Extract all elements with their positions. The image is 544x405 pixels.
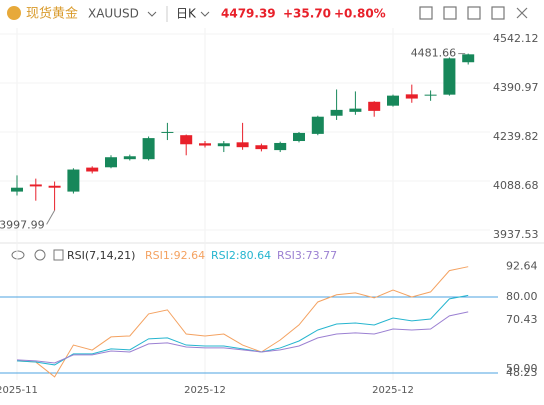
min-label: 3997.99 [0, 218, 45, 231]
candle-body [217, 143, 230, 147]
candle-body [387, 95, 399, 106]
candle-body [255, 145, 268, 150]
candle-body [424, 94, 437, 96]
price-change: +35.70 [283, 7, 331, 21]
legend-entry: RSI1:92.64 [145, 249, 205, 262]
y-tick-label: 4239.82 [493, 130, 539, 143]
candle-body [67, 169, 80, 192]
y-tick-label: 4542.12 [493, 32, 539, 45]
candle-body [462, 54, 475, 63]
candle-body [443, 58, 456, 95]
tool-icon[interactable] [491, 6, 505, 20]
candle-body [330, 109, 343, 116]
x-tick-label: 2025-12 [372, 385, 414, 396]
y-tick-label: 4390.97 [493, 81, 539, 94]
candle-body [199, 143, 211, 146]
candle-body [293, 132, 305, 142]
candle-body [349, 108, 362, 112]
candle-body [368, 101, 381, 111]
tool-icon[interactable] [443, 6, 457, 20]
candle-body [405, 94, 418, 99]
y-tick-label: 92.64 [506, 260, 538, 273]
x-tick-label: 2025-11 [0, 385, 38, 396]
candle-body [161, 131, 174, 133]
toolbar [419, 6, 528, 20]
doc-icon[interactable] [53, 249, 64, 261]
period[interactable]: 日K [176, 7, 197, 21]
candle-body [180, 135, 193, 145]
eye-icon[interactable] [11, 250, 25, 260]
rsi-line [16, 311, 469, 364]
dropdown-caret[interactable] [147, 11, 157, 17]
indicator-tools [11, 249, 64, 261]
logo-icon [7, 6, 21, 20]
y-tick-label: 50.00 [506, 362, 538, 375]
candle-body [86, 167, 99, 172]
indicator-title: RSI(7,14,21) [67, 249, 135, 262]
candle-body [142, 138, 155, 160]
x-tick-label: 2025-12 [184, 385, 226, 396]
y-tick-label: 48.23 [506, 366, 538, 379]
y-tick-label: 4088.68 [493, 179, 539, 192]
rsi-line [16, 294, 469, 366]
candle-body [236, 142, 249, 148]
legend-entry: RSI2:80.64 [211, 249, 271, 262]
last-price: 4479.39 [221, 7, 276, 21]
y-tick-label: 70.43 [506, 313, 538, 326]
price-change-pct: +0.80% [334, 7, 386, 21]
max-label: 4481.66 [411, 47, 457, 60]
symbol[interactable]: XAUUSD [88, 7, 139, 21]
candle-body [274, 142, 287, 151]
tool-icon[interactable] [467, 6, 481, 20]
close-icon[interactable] [516, 7, 528, 19]
tool-icon[interactable] [419, 6, 433, 20]
candle-body [123, 156, 136, 160]
candle-body [11, 187, 23, 192]
instrument-name[interactable]: 现货黄金 [26, 6, 78, 22]
candle-body [311, 116, 324, 134]
candle-body [105, 157, 117, 168]
min-leader [46, 210, 56, 225]
rsi-line [16, 266, 469, 378]
dropdown-caret[interactable] [200, 11, 210, 17]
settings-icon[interactable] [34, 249, 46, 261]
legend-entry: RSI3:73.77 [277, 249, 337, 262]
candle-body [48, 185, 61, 188]
y-tick-label: 3937.53 [493, 228, 539, 241]
candle-body [29, 184, 42, 187]
y-tick-label: 80.00 [506, 290, 538, 303]
